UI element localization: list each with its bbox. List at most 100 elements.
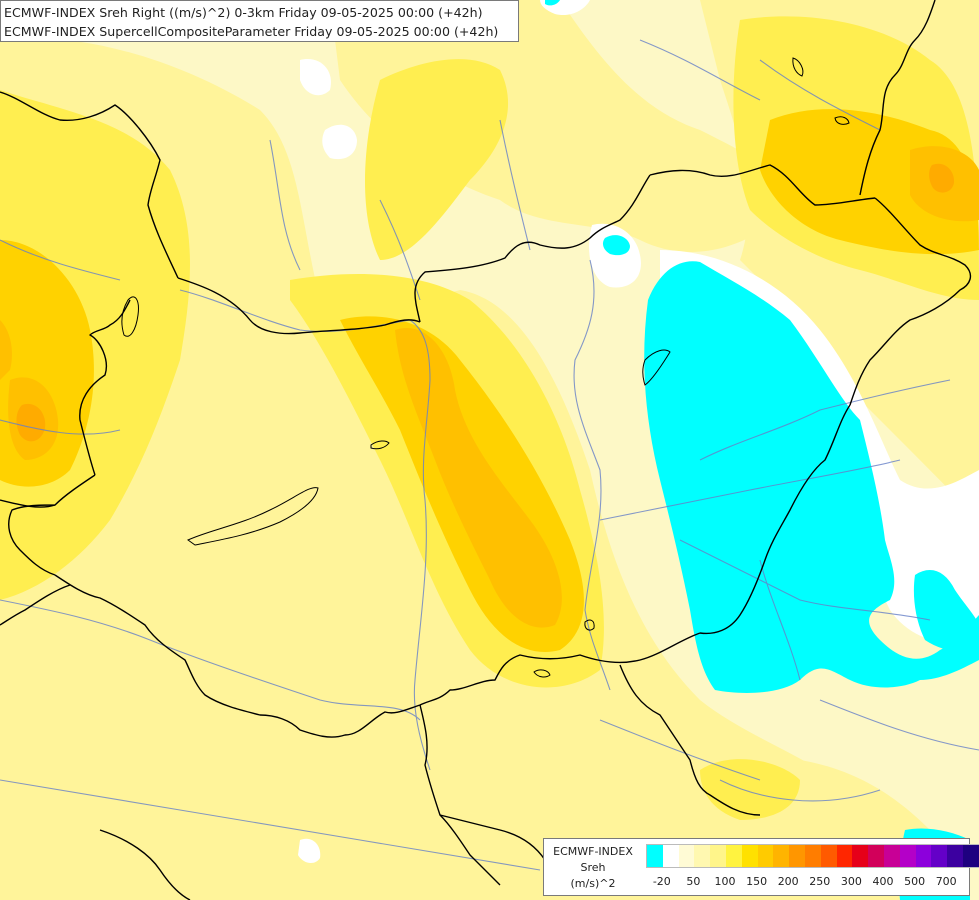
river-northeast-1: [759, 59, 881, 131]
map-title-line1: ECMWF-INDEX Sreh Right ((m/s)^2) 0-3km F…: [4, 5, 483, 20]
legend-swatch-12: [836, 845, 853, 867]
legend-swatch-15: [883, 845, 900, 867]
river-west-1: [0, 239, 121, 281]
legend-tick-label: 150: [746, 875, 768, 888]
legend-tick-label: 400: [872, 875, 894, 888]
zone-gold-northeast: [760, 109, 979, 255]
legend-swatch-5: [725, 845, 742, 867]
border-rs-ro-south: [619, 664, 761, 816]
river-south-2: [719, 779, 881, 802]
border-at-hu: [79, 299, 131, 476]
river-northeast-2: [639, 39, 761, 101]
legend-tick-label: 700: [935, 875, 957, 888]
river-drava: [0, 599, 421, 721]
river-mures: [599, 459, 901, 521]
border-at-sk-hu: [177, 277, 421, 335]
spot-dark-2: [929, 163, 955, 193]
zone-white-top-spot: [300, 59, 331, 96]
legend-source: ECMWF-INDEX: [553, 845, 633, 858]
river-east-2: [679, 539, 931, 621]
map-title-line2: ECMWF-INDEX SupercellCompositeParameter …: [4, 24, 499, 39]
border-sw-1: [0, 499, 56, 508]
legend-unit: (m/s)^2: [570, 877, 616, 890]
legend-tick-label: 50: [686, 875, 701, 888]
legend-swatch-8: [773, 845, 790, 867]
zone-cyan-east-lobe: [913, 570, 979, 652]
border-rs-ba: [439, 814, 546, 861]
border-hu-rs: [419, 632, 701, 706]
zone-white-south-spot: [298, 838, 321, 864]
legend-swatch-0: [647, 845, 663, 867]
legend-ticks: -20 50 100 150 200 250 300 400 500 700: [646, 875, 966, 889]
legend-swatch-6: [741, 845, 758, 867]
map-title-box: ECMWF-INDEX Sreh Right ((m/s)^2) 0-3km F…: [0, 0, 519, 42]
river-southeast: [819, 699, 979, 751]
legend-tick-label: 300: [840, 875, 862, 888]
river-olt: [759, 559, 801, 681]
river-morava: [269, 139, 301, 271]
lakes: [121, 57, 850, 678]
river-north-1: [379, 199, 421, 301]
legend-swatch-11: [820, 845, 837, 867]
river-sava: [0, 779, 541, 871]
legend-swatch-14: [868, 845, 884, 867]
border-sw-3: [99, 829, 191, 900]
border-hr-rs: [54, 574, 421, 738]
river-west-2: [0, 419, 121, 435]
zone-white-northwest-spot: [322, 124, 357, 160]
legend-swatch-10: [804, 845, 821, 867]
border-ua-ro: [649, 164, 876, 206]
legend-tick-label: 100: [714, 875, 736, 888]
legend-swatch-4: [710, 845, 726, 867]
legend-tick-label: 250: [809, 875, 831, 888]
border-ua-north: [859, 0, 936, 196]
legend-swatch-17: [915, 845, 932, 867]
legend-swatch-9: [789, 845, 805, 867]
border-hu-ro: [699, 404, 851, 635]
legend-swatch-1: [662, 845, 679, 867]
legend-swatch-3: [694, 845, 711, 867]
border-sk-hu-east: [414, 174, 651, 323]
legend-tick-label: -20: [652, 875, 671, 888]
legend-tick-label: 500: [904, 875, 926, 888]
legend-swatch-18: [931, 845, 948, 867]
legend-swatch-13: [852, 845, 869, 867]
color-legend: ECMWF-INDEX Sreh (m/s)^2 -20 50 100 150 200 2…: [543, 838, 979, 896]
zone-cyan-main: [644, 261, 979, 693]
river-north-2: [499, 119, 531, 251]
river-south-1: [599, 719, 761, 781]
lake-balaton: [187, 487, 319, 546]
zone-orange-band: [395, 328, 562, 628]
rivers: [0, 39, 979, 871]
legend-field: Sreh: [580, 861, 606, 874]
zone-cyan-top: [545, 0, 560, 6]
lake-small-1: [370, 440, 390, 450]
zone-yellow-north: [365, 59, 509, 260]
lake-small-6: [792, 57, 804, 77]
legend-swatch-19: [947, 845, 963, 867]
zone-cyan-spot: [602, 235, 630, 256]
legend-tick-label: 200: [777, 875, 799, 888]
spot-dark-1: [16, 403, 46, 442]
zone-orange-west-edge: [0, 320, 12, 380]
zone-white-north-spot: [589, 223, 641, 288]
legend-swatch-7: [757, 845, 774, 867]
border-sw-2: [0, 584, 71, 626]
river-east-1: [699, 379, 951, 461]
lake-small-5: [834, 116, 850, 125]
lake-small-2: [642, 349, 671, 386]
lake-small-3: [584, 619, 595, 631]
border-si-hr: [8, 474, 96, 576]
legend-swatch-2: [678, 845, 695, 867]
border-at-cz: [0, 91, 179, 279]
legend-swatches: [646, 844, 979, 868]
border-ro-md: [849, 197, 972, 406]
sreh-dark-orange-spots: [16, 163, 955, 442]
legend-swatch-16: [899, 845, 916, 867]
legend-swatch-20: [962, 845, 979, 867]
lake-neusiedl: [121, 296, 139, 337]
river-danube-north: [179, 289, 431, 771]
